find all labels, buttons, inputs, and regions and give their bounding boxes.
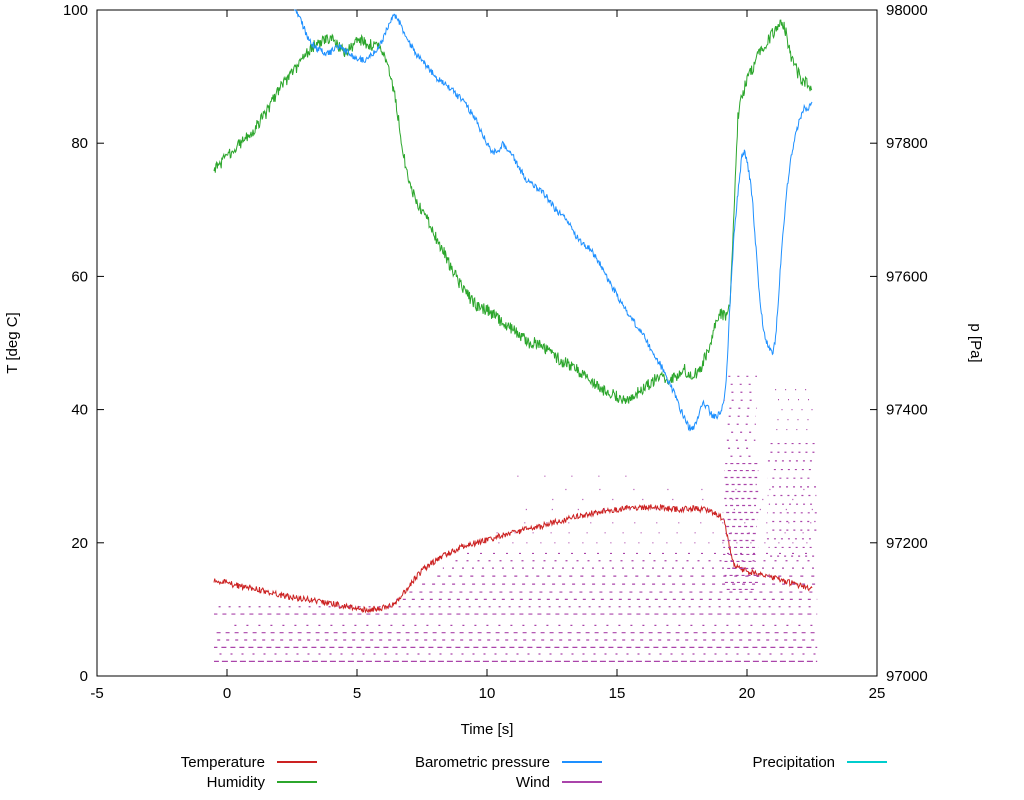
x-tick-label: 15 bbox=[609, 685, 626, 702]
y-left-tick-label: 80 bbox=[71, 135, 88, 152]
y-left-tick-label: 60 bbox=[71, 268, 88, 285]
x-tick-label: 0 bbox=[223, 685, 231, 702]
plot-border bbox=[96, 9, 878, 677]
x-tick-label: -5 bbox=[90, 685, 103, 702]
y-right-tick-label: 97800 bbox=[886, 135, 928, 152]
series-temperature bbox=[213, 503, 813, 614]
x-tick-label: 20 bbox=[739, 685, 756, 702]
y-left-tick-label: 100 bbox=[63, 2, 88, 19]
series-barometric-pressure bbox=[294, 9, 813, 432]
series-humidity bbox=[213, 19, 813, 404]
x-tick-label: 10 bbox=[479, 685, 496, 702]
y-right-tick-label: 97600 bbox=[886, 268, 928, 285]
y-left-axis-title: T [deg C] bbox=[4, 312, 21, 373]
y-left-tick-label: 20 bbox=[71, 535, 88, 552]
y-right-tick-label: 98000 bbox=[886, 2, 928, 19]
y-right-tick-label: 97000 bbox=[886, 668, 928, 685]
y-right-tick-label: 97200 bbox=[886, 535, 928, 552]
x-tick-label: 5 bbox=[353, 685, 361, 702]
x-axis-title: Time [s] bbox=[461, 721, 514, 738]
x-tick-label: 25 bbox=[869, 685, 886, 702]
y-right-tick-label: 97400 bbox=[886, 402, 928, 419]
y-left-tick-label: 0 bbox=[80, 668, 88, 685]
y-left-tick-label: 40 bbox=[71, 402, 88, 419]
y-right-axis-title: p [Pa] bbox=[967, 323, 984, 362]
